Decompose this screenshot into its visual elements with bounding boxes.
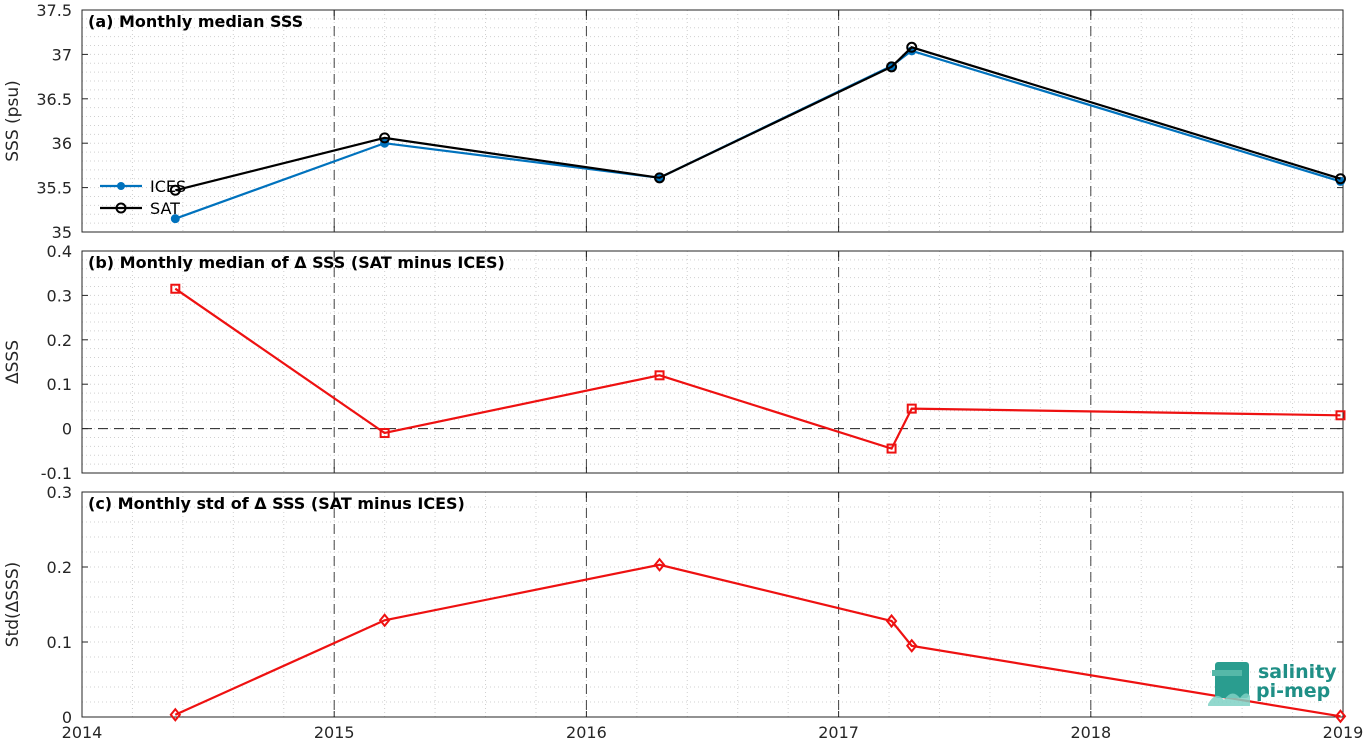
y-tick-label: 36 bbox=[52, 134, 72, 153]
data-point bbox=[378, 613, 391, 628]
y-tick-label: 0.2 bbox=[47, 558, 72, 577]
legend-item: ICES bbox=[100, 177, 186, 196]
data-point bbox=[170, 283, 181, 294]
y-tick-label: 37 bbox=[52, 45, 72, 64]
x-tick-label: 2018 bbox=[1070, 723, 1111, 742]
data-point bbox=[170, 214, 180, 224]
data-point bbox=[169, 707, 182, 722]
legend-item: SAT bbox=[100, 199, 180, 218]
y-tick-label: 0.4 bbox=[47, 242, 72, 261]
panel-3: 0 0.1 0.2 0.3 2014 2015 2016 2017 2018 2019 Std(ΔS… bbox=[3, 483, 1363, 742]
logo-line-1: salinity bbox=[1258, 661, 1337, 683]
data-point bbox=[886, 443, 897, 454]
series-sat bbox=[169, 41, 1346, 196]
y-tick-label: 35 bbox=[52, 223, 72, 242]
x-tick-label: 2019 bbox=[1323, 723, 1364, 742]
y-tick-label: 0.3 bbox=[47, 483, 72, 502]
series-ices bbox=[170, 46, 1345, 224]
y-tick-label: 0 bbox=[62, 708, 72, 727]
data-point bbox=[886, 61, 898, 73]
y-tick-label: 0.1 bbox=[47, 633, 72, 652]
panel-title: (b) Monthly median of Δ SSS (SAT minus I… bbox=[88, 253, 505, 272]
legend-marker bbox=[117, 182, 125, 190]
legend-label: ICES bbox=[150, 177, 186, 196]
data-point bbox=[654, 370, 665, 381]
axes-box bbox=[81, 250, 1344, 474]
y-tick-label: 37.5 bbox=[36, 1, 72, 20]
y-tick-label: 36.5 bbox=[36, 90, 72, 109]
x-tick-label: 2016 bbox=[566, 723, 607, 742]
legend-marker bbox=[115, 202, 127, 214]
data-point bbox=[1335, 410, 1346, 421]
data-point bbox=[906, 403, 917, 414]
legend-label: SAT bbox=[150, 199, 180, 218]
series-line bbox=[174, 563, 1341, 718]
y-axis-label: ΔSSS bbox=[3, 340, 23, 384]
x-tick-label: 2015 bbox=[314, 723, 355, 742]
panel-title: (a) Monthly median SSS bbox=[88, 12, 303, 31]
y-tick-label: 0.2 bbox=[47, 331, 72, 350]
series-1 bbox=[169, 557, 1347, 724]
panel-2: -0.1 0 0.1 0.2 0.3 0.4 ΔSSS (b) Monthly median … bbox=[3, 242, 1346, 483]
logo-mark-icon bbox=[1208, 662, 1250, 706]
data-point bbox=[906, 41, 918, 53]
data-point bbox=[1334, 173, 1346, 185]
y-tick-label: 35.5 bbox=[36, 179, 72, 198]
data-point bbox=[905, 638, 918, 653]
logo-line-2: pi-mep bbox=[1256, 680, 1330, 702]
panel-title: (c) Monthly std of Δ SSS (SAT minus ICES… bbox=[88, 494, 465, 513]
salinity-pimep-logo: salinity pi-mep bbox=[1208, 661, 1337, 706]
data-point bbox=[654, 172, 666, 184]
y-tick-label: 0.3 bbox=[47, 286, 72, 305]
y-axis-label: Std(ΔSSS) bbox=[3, 562, 23, 648]
axes-box bbox=[81, 491, 1344, 718]
data-point bbox=[379, 428, 390, 439]
panel-1: 35 35.5 36 36.5 37 37.5 SSS (psu) (a) Monthly m… bbox=[3, 1, 1346, 242]
data-point bbox=[379, 132, 391, 144]
y-tick-label: 0.1 bbox=[47, 375, 72, 394]
x-tick-label: 2014 bbox=[62, 723, 103, 742]
data-point bbox=[885, 613, 898, 629]
y-tick-label: -0.1 bbox=[41, 464, 72, 483]
data-point bbox=[1334, 709, 1347, 724]
series-line bbox=[175, 46, 1341, 192]
axes-box bbox=[81, 9, 1344, 233]
y-axis-label: SSS (psu) bbox=[3, 80, 23, 161]
series-line bbox=[174, 287, 1341, 450]
y-tick-label: 0 bbox=[62, 420, 72, 439]
series-1 bbox=[170, 283, 1346, 454]
x-tick-label: 2017 bbox=[818, 723, 859, 742]
data-point bbox=[653, 557, 666, 572]
data-point bbox=[169, 184, 181, 196]
